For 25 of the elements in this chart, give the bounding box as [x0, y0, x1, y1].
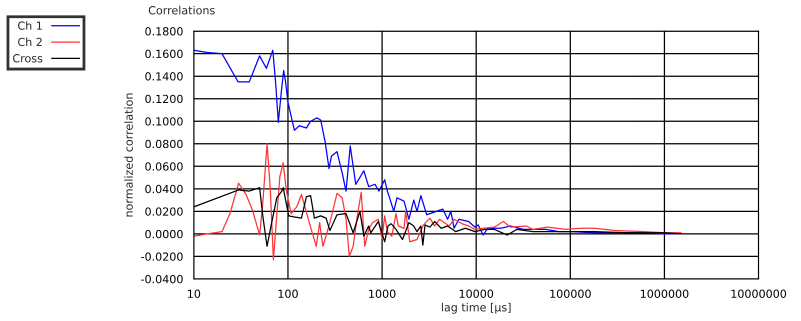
- legend-label: Ch 2: [18, 38, 42, 46]
- y-tick-label: 0.1400: [145, 72, 183, 81]
- x-axis-title: lag time [µs]: [442, 302, 511, 314]
- y-tick-label: 0.1200: [145, 94, 183, 104]
- y-tick-label: 0.0200: [145, 207, 183, 216]
- x-tick-label: 1000000: [640, 290, 688, 298]
- x-tick-label: 10: [188, 290, 200, 298]
- y-tick-label: 0.1800: [145, 27, 183, 36]
- y-tick-label: 0.1000: [145, 117, 183, 126]
- y-tick-label: 0.0600: [145, 162, 183, 171]
- y-tick-label: -0.0400: [141, 274, 183, 284]
- x-tick-label: 1000: [369, 290, 396, 298]
- x-tick-label: 100000: [550, 290, 591, 298]
- legend-label: Ch 1: [18, 21, 42, 30]
- y-tick-label: 0.0000: [145, 230, 183, 238]
- x-tick-label: 100: [278, 290, 298, 298]
- y-tick-label: 0.1600: [145, 50, 183, 58]
- y-tick-label: -0.0200: [141, 252, 183, 261]
- y-tick-label: 0.0800: [145, 140, 183, 148]
- chart-title: Correlations: [148, 6, 215, 14]
- y-tick-label: 0.0400: [145, 184, 183, 194]
- legend-label: Cross: [13, 54, 42, 62]
- y-axis-title: normalized correlation: [124, 94, 133, 216]
- x-tick-label: 10000000: [731, 290, 786, 298]
- x-tick-label: 10000: [460, 290, 494, 298]
